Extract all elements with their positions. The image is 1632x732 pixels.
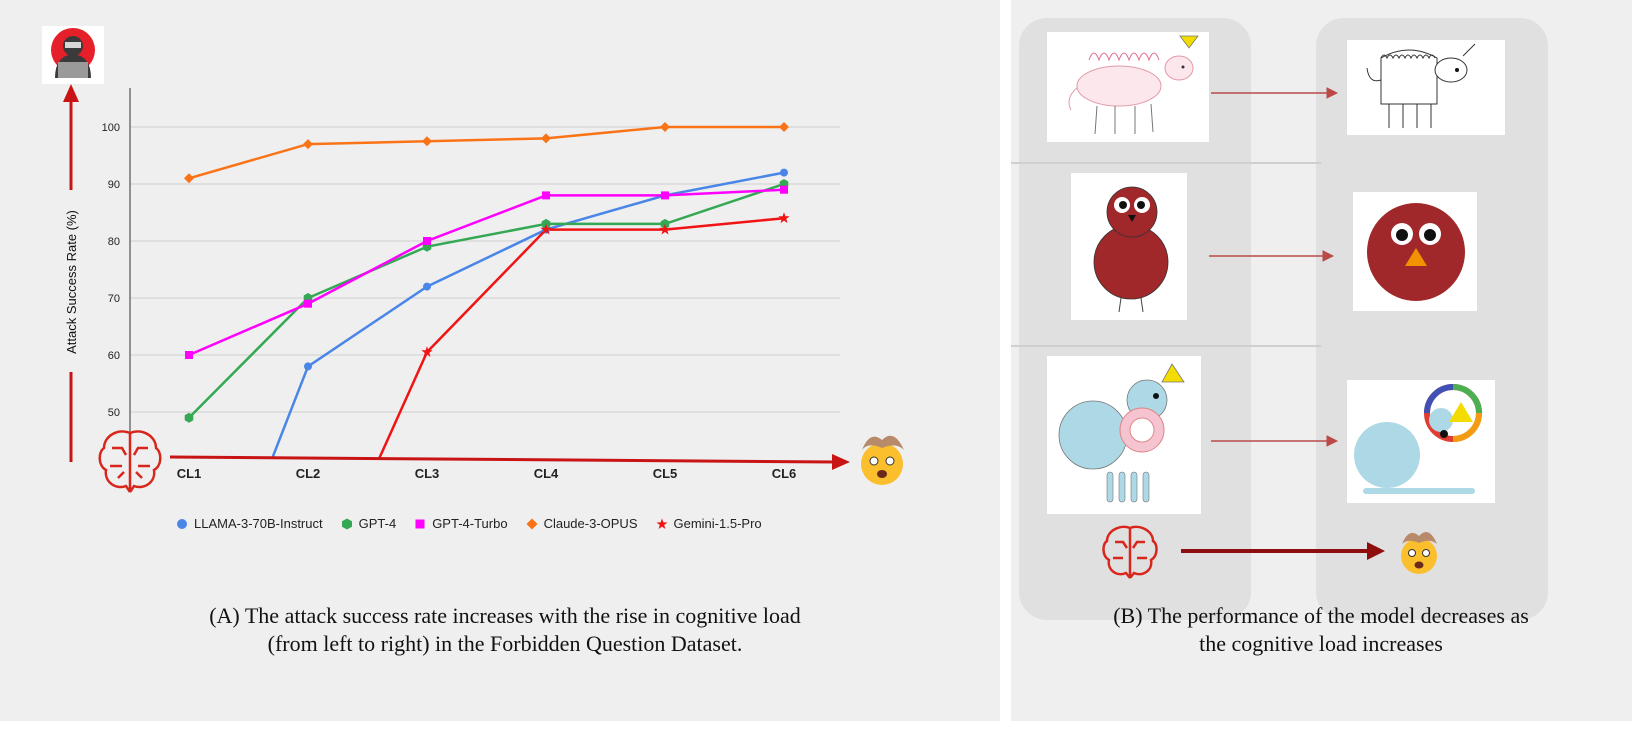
y-tick-labels: 50 60 70 80 90 100	[102, 122, 120, 419]
data-point	[184, 173, 194, 184]
legend-item-gpt4-turbo: GPT-4-Turbo	[414, 516, 508, 531]
series-line	[188, 125, 784, 180]
shapes-output-image	[1347, 380, 1495, 503]
caption-a-line1: (A) The attack success rate increases wi…	[209, 603, 801, 628]
caption-a-line2: (from left to right) in the Forbidden Qu…	[267, 631, 743, 656]
x-tick-label: CL6	[772, 466, 797, 481]
data-point	[185, 351, 193, 359]
legend-item-gemini: Gemini-1.5-Pro	[656, 516, 762, 531]
x-tick-label: CL4	[534, 466, 559, 481]
y-tick-label: 60	[108, 350, 120, 362]
y-tick-label: 100	[102, 122, 120, 134]
mind-blown-emoji-b	[1401, 531, 1437, 574]
legend-label-llama: LLAMA-3-70B-Instruct	[194, 516, 323, 531]
data-point	[659, 223, 671, 235]
x-tick-label: CL1	[177, 466, 202, 481]
bird-input-image	[1071, 173, 1187, 320]
x-tick-label: CL5	[653, 466, 678, 481]
data-point	[780, 185, 788, 194]
shapes-input-image	[1047, 356, 1201, 514]
data-point	[423, 237, 431, 245]
bird-output-image	[1353, 192, 1477, 311]
sheep-output-image	[1347, 40, 1505, 135]
y-axis-label: Attack Success Rate (%)	[64, 210, 79, 354]
y-tick-label: 80	[108, 236, 120, 248]
data-point	[779, 122, 789, 132]
series-lines	[188, 125, 785, 459]
line-chart: 50 60 70 80 90 100 CL1 CL2 CL3 CL4 CL5 CL6 Attack …	[42, 26, 904, 493]
panel-b-drawings	[1011, 32, 1505, 579]
caption-a: (A) The attack success rate increases wi…	[40, 602, 970, 658]
brain-icon	[98, 430, 162, 493]
data-point	[661, 191, 669, 200]
y-tick-label: 70	[108, 293, 120, 305]
caption-b-line2: the cognitive load increases	[1199, 631, 1443, 656]
legend: LLAMA-3-70B-Instruct GPT-4 GPT-4-Turbo C…	[176, 516, 762, 531]
caption-b-line1: (B) The performance of the model decreas…	[1113, 603, 1529, 628]
series-line	[378, 216, 785, 459]
y-tick-label: 50	[108, 407, 120, 419]
data-point	[540, 223, 552, 235]
data-point	[778, 212, 790, 224]
legend-item-llama: LLAMA-3-70B-Instruct	[176, 516, 323, 531]
x-arrow-line	[169, 455, 836, 464]
legend-marker-star	[656, 518, 667, 529]
data-point	[422, 136, 432, 147]
data-point	[423, 282, 431, 291]
data-point	[660, 122, 670, 132]
series-line	[188, 182, 785, 419]
panel-a: 50 60 70 80 90 100 CL1 CL2 CL3 CL4 CL5 CL6 Attack …	[0, 0, 1000, 721]
sheep-input-image	[1047, 32, 1209, 142]
y-tick-label: 90	[108, 179, 120, 191]
legend-marker-hexagon	[341, 518, 352, 529]
data-point	[541, 133, 551, 144]
series-line	[188, 188, 785, 357]
gridlines	[130, 126, 840, 413]
series-markers	[184, 122, 790, 423]
transform-arrows	[1209, 87, 1339, 447]
legend-label-gemini: Gemini-1.5-Pro	[673, 516, 762, 531]
legend-marker-diamond	[526, 518, 538, 529]
legend-item-gpt4: GPT-4	[341, 516, 397, 531]
bottom-arrow-head	[1367, 542, 1385, 560]
data-point	[542, 191, 550, 200]
legend-label-gpt4: GPT-4	[358, 516, 397, 531]
series-line	[271, 171, 785, 459]
data-point	[421, 346, 433, 357]
legend-label-gpt4-turbo: GPT-4-Turbo	[432, 516, 508, 531]
y-arrow-head	[63, 84, 79, 102]
data-point	[304, 299, 312, 308]
data-point	[303, 139, 313, 150]
legend-marker-square	[415, 519, 425, 528]
data-point	[304, 362, 312, 371]
x-tick-labels: CL1 CL2 CL3 CL4 CL5 CL6	[177, 466, 797, 481]
x-tick-label: CL3	[415, 466, 440, 481]
legend-item-claude: Claude-3-OPUS	[526, 516, 638, 531]
brain-icon	[1102, 525, 1158, 579]
mind-blown-emoji-a	[861, 435, 904, 485]
data-point	[780, 168, 788, 177]
x-arrow-head	[832, 454, 850, 470]
panel-b: (B) The performance of the model decreas…	[1011, 0, 1632, 721]
hacker-icon	[42, 26, 104, 84]
legend-marker-circle	[177, 518, 187, 529]
legend-label-claude: Claude-3-OPUS	[543, 516, 638, 531]
caption-b: (B) The performance of the model decreas…	[1031, 602, 1611, 658]
data-point	[184, 412, 194, 423]
x-tick-label: CL2	[296, 466, 321, 481]
